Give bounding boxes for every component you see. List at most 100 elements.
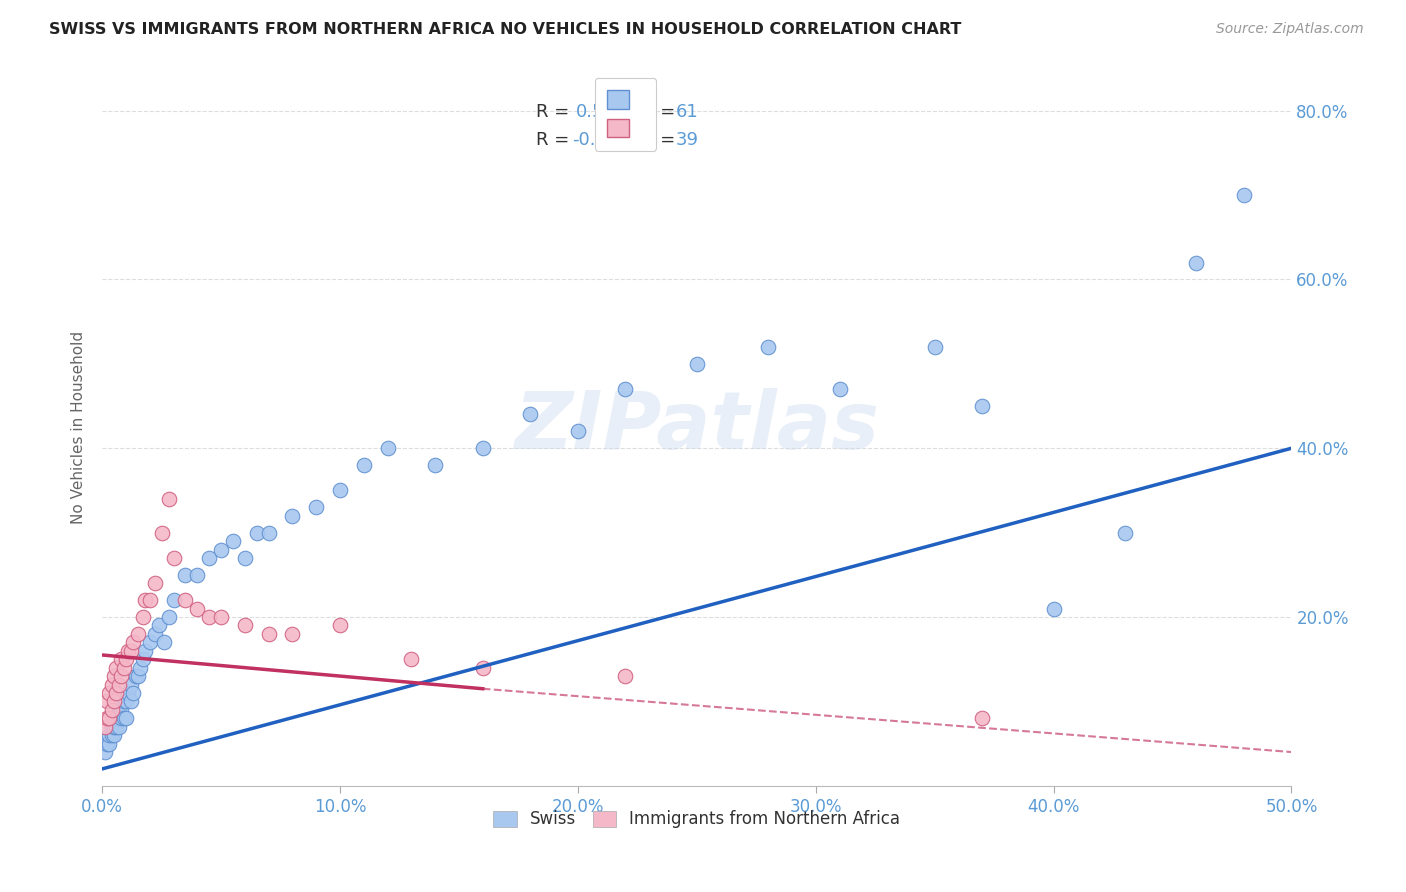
- Point: [98, 711, 121, 725]
- Point: [110, 669, 132, 683]
- Point: [157, 610, 180, 624]
- Point: [131, 610, 153, 624]
- Point: [115, 711, 138, 725]
- Point: [100, 677, 122, 691]
- Point: [120, 644, 142, 658]
- Point: [186, 601, 208, 615]
- Point: [134, 593, 156, 607]
- Point: [98, 686, 121, 700]
- Point: [108, 720, 131, 734]
- Point: [1114, 525, 1136, 540]
- Y-axis label: No Vehicles in Household: No Vehicles in Household: [72, 331, 86, 524]
- Point: [198, 610, 221, 624]
- Point: [112, 660, 135, 674]
- Point: [105, 720, 128, 734]
- Point: [93, 720, 115, 734]
- Point: [174, 567, 197, 582]
- Point: [198, 551, 221, 566]
- Point: [209, 542, 232, 557]
- Point: [105, 660, 128, 674]
- Point: [112, 694, 135, 708]
- Point: [105, 686, 128, 700]
- Point: [828, 382, 851, 396]
- Point: [148, 618, 170, 632]
- Point: [103, 669, 125, 683]
- Point: [471, 660, 494, 674]
- Point: [115, 652, 138, 666]
- Point: [143, 627, 166, 641]
- Point: [756, 340, 779, 354]
- Text: 0.537: 0.537: [575, 103, 627, 120]
- Point: [305, 500, 328, 515]
- Point: [134, 644, 156, 658]
- Point: [96, 694, 118, 708]
- Point: [377, 442, 399, 456]
- Point: [96, 737, 118, 751]
- Point: [924, 340, 946, 354]
- Point: [100, 720, 122, 734]
- Point: [329, 483, 352, 498]
- Text: ZIPatlas: ZIPatlas: [515, 388, 879, 467]
- Text: Source: ZipAtlas.com: Source: ZipAtlas.com: [1216, 22, 1364, 37]
- Point: [257, 525, 280, 540]
- Point: [614, 669, 637, 683]
- Point: [972, 399, 994, 413]
- Point: [120, 677, 142, 691]
- Point: [110, 703, 132, 717]
- Point: [222, 534, 245, 549]
- Point: [186, 567, 208, 582]
- Point: [103, 728, 125, 742]
- Point: [246, 525, 269, 540]
- Point: [209, 610, 232, 624]
- Point: [122, 635, 145, 649]
- Point: [143, 576, 166, 591]
- Text: N =: N =: [641, 103, 681, 120]
- Point: [108, 703, 131, 717]
- Point: [972, 711, 994, 725]
- Point: [100, 703, 122, 717]
- Point: [353, 458, 375, 472]
- Point: [129, 660, 152, 674]
- Point: [162, 593, 184, 607]
- Point: [157, 491, 180, 506]
- Point: [153, 635, 176, 649]
- Text: 61: 61: [675, 103, 699, 120]
- Point: [257, 627, 280, 641]
- Point: [112, 711, 135, 725]
- Point: [103, 711, 125, 725]
- Point: [1185, 255, 1208, 269]
- Text: SWISS VS IMMIGRANTS FROM NORTHERN AFRICA NO VEHICLES IN HOUSEHOLD CORRELATION CH: SWISS VS IMMIGRANTS FROM NORTHERN AFRICA…: [49, 22, 962, 37]
- Point: [103, 720, 125, 734]
- Text: R =: R =: [536, 131, 575, 149]
- Point: [105, 711, 128, 725]
- Point: [425, 458, 447, 472]
- Point: [139, 635, 162, 649]
- Point: [233, 618, 256, 632]
- Legend: Swiss, Immigrants from Northern Africa: Swiss, Immigrants from Northern Africa: [486, 804, 907, 835]
- Point: [124, 669, 146, 683]
- Point: [103, 694, 125, 708]
- Point: [1233, 188, 1256, 202]
- Point: [281, 627, 304, 641]
- Text: R =: R =: [536, 103, 575, 120]
- Point: [110, 711, 132, 725]
- Point: [100, 728, 122, 742]
- Point: [614, 382, 637, 396]
- Point: [131, 652, 153, 666]
- Point: [567, 425, 589, 439]
- Point: [110, 652, 132, 666]
- Point: [471, 442, 494, 456]
- Point: [120, 694, 142, 708]
- Point: [281, 508, 304, 523]
- Point: [98, 728, 121, 742]
- Point: [686, 357, 709, 371]
- Text: -0.123: -0.123: [572, 131, 630, 149]
- Point: [117, 686, 139, 700]
- Point: [108, 677, 131, 691]
- Text: 39: 39: [675, 131, 699, 149]
- Point: [401, 652, 423, 666]
- Point: [98, 737, 121, 751]
- Point: [127, 669, 149, 683]
- Point: [127, 627, 149, 641]
- Point: [519, 408, 541, 422]
